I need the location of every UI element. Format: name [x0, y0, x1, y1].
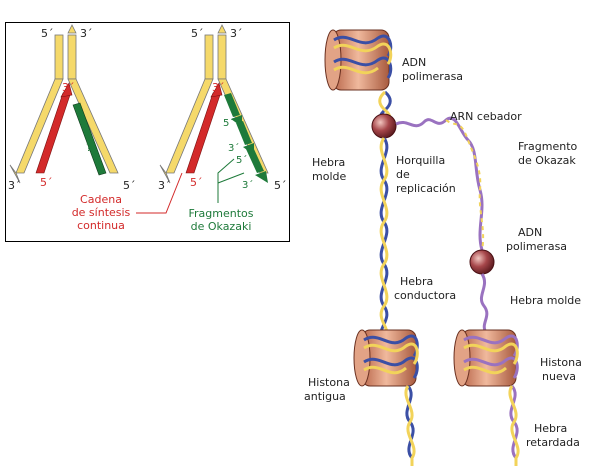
okazaki-fragment-3 [246, 147, 264, 173]
label-hebra-molde-1b: molde [312, 170, 346, 183]
label-red-5prime-2: 5´ [190, 176, 203, 189]
label-fragmento-b: de Okazak [518, 154, 576, 167]
label-adn-polimerasa-2a: ADN [518, 226, 542, 239]
label-hebra-molde-1a: Hebra [312, 156, 345, 169]
illustration-labels: ADN polimerasa ARN cebador Fragmento de … [304, 56, 582, 449]
label-adn-polimerasa-1b: polimerasa [402, 70, 463, 83]
okazaki-arrow-3 [255, 171, 268, 183]
schematic-svg: 5´ 3´ 3´ ? 3´ 5´ 5´ 5´ 3´ [8, 24, 287, 233]
label-adn-polimerasa-2b: polimerasa [506, 240, 567, 253]
label-horquilla-c: replicación [396, 182, 456, 195]
frag-label-1: 5´ [223, 117, 234, 129]
label-horquilla-a: Horquilla [396, 154, 445, 167]
fragmentos-line-2: de Okazaki [191, 220, 252, 233]
label-red-5prime: 5´ [40, 176, 53, 189]
label-red-3prime: 3´ [62, 81, 75, 94]
label-3prime-top-2: 3´ [230, 27, 243, 40]
nucleosome-nueva [453, 329, 519, 387]
label-hebra-retardada-a: Hebra [534, 422, 567, 435]
leading-strand-arrow [60, 82, 73, 98]
template-arm-left [15, 78, 64, 174]
label-5prime-top: 5´ [41, 27, 54, 40]
parental-strand-left-2 [204, 34, 214, 80]
parental-strand-left [54, 34, 64, 80]
label-hebra-conductora-b: conductora [394, 289, 456, 302]
label-hebra-conductora-a: Hebra [400, 275, 433, 288]
right-fork: 5´ 3´ 3´ 5´ 3´ 5´ 3´ 3´ 5´ 5´ [158, 24, 287, 192]
label-histona-antigua-b: antigua [304, 390, 346, 403]
label-3prime-bottom: 3´ [8, 179, 21, 192]
label-arn-cebador: ARN cebador [450, 110, 522, 123]
template-arrow-left [9, 164, 21, 184]
label-histona-nueva-a: Histona [540, 356, 582, 369]
chromatin-replication-illustration: ADN polimerasa ARN cebador Fragmento de … [290, 0, 600, 466]
label-horquilla-b: de [396, 168, 410, 181]
cadena-line-1: Cadena [80, 193, 122, 206]
frag-label-3: 5´ [236, 154, 247, 166]
label-hebra-retardada-b: retardada [526, 436, 580, 449]
cadena-pointer [136, 172, 183, 214]
label-3prime-bottom-2: 3´ [158, 179, 171, 192]
left-fork: 5´ 3´ 3´ ? 3´ 5´ 5´ [8, 24, 136, 192]
label-5prime-top-2: 5´ [191, 27, 204, 40]
leading-strand [35, 92, 71, 174]
cadena-line-3: continua [77, 219, 125, 232]
fragmentos-bracket [217, 158, 235, 203]
parental-strand-right-2 [217, 34, 227, 80]
fragmentos-bracket-2 [217, 172, 245, 184]
template-arrow-left-2 [159, 164, 171, 184]
label-histona-antigua-a: Histona [308, 376, 350, 389]
leading-strand-arrow-2 [210, 82, 223, 98]
label-fragmento-a: Fragmento [518, 140, 578, 153]
dna-polymerase-1 [371, 113, 397, 139]
label-red-3prime-2: 3´ [212, 81, 225, 94]
label-adn-polimerasa-1a: ADN [402, 56, 426, 69]
dna-bottom-tails [404, 385, 520, 466]
leading-strand-2 [185, 92, 221, 174]
leading-strand-helix [379, 137, 389, 340]
cadena-line-2: de síntesis [72, 206, 131, 219]
nucleosome-top [324, 29, 393, 91]
parental-strand-right [67, 34, 77, 80]
nucleosome-antigua [353, 329, 419, 387]
frag-label-4: 3´ [242, 179, 253, 191]
okazaki-fragment-2 [236, 121, 252, 145]
lagging-strand [72, 102, 107, 176]
template-arm-left-2 [165, 78, 214, 174]
strand-arrow-up [67, 24, 77, 34]
replication-fork-schematic: 5´ 3´ 3´ ? 3´ 5´ 5´ 5´ 3´ [5, 22, 290, 242]
question-mark: ? [86, 141, 92, 154]
label-5prime-bottom: 5´ [123, 179, 136, 192]
fragmentos-line-1: Fragmentos [188, 207, 253, 220]
hebra-molde-strand [479, 273, 489, 333]
label-5prime-bottom-2: 5´ [274, 179, 287, 192]
strand-arrow-up-2 [217, 24, 227, 34]
dna-polymerase-2 [469, 249, 495, 275]
label-3prime-top: 3´ [80, 27, 93, 40]
illustration-svg: ADN polimerasa ARN cebador Fragmento de … [304, 29, 582, 466]
label-hebra-molde-2: Hebra molde [510, 294, 581, 307]
okazaki-fragment-1 [224, 93, 240, 117]
lagging-strand-purple [395, 116, 485, 251]
label-histona-nueva-b: nueva [542, 370, 576, 383]
frag-label-2: 3´ [228, 142, 239, 154]
template-arm-right [67, 78, 119, 174]
